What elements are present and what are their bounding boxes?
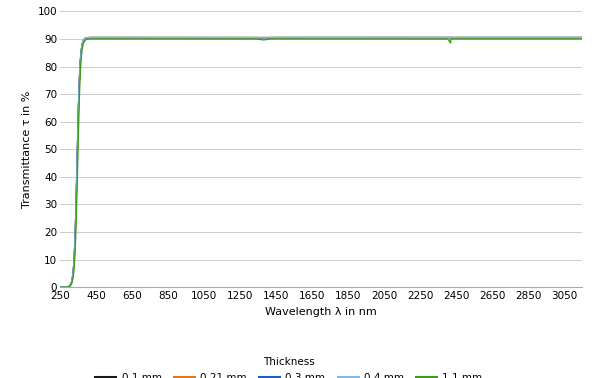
1.1 mm (512, 37, 519, 41)
0.21 mm (512, 35, 519, 40)
Line: 1.1 mm: 1.1 mm (60, 39, 582, 287)
1.1 mm (578, 37, 586, 41)
1.1 mm (56, 285, 64, 290)
0.4 mm (280, 35, 287, 40)
0.4 mm (147, 35, 154, 40)
0.4 mm (56, 285, 64, 290)
0.3 mm (56, 285, 64, 290)
0.21 mm (257, 36, 264, 40)
0.3 mm (578, 35, 586, 40)
0.1 mm (116, 35, 123, 40)
0.21 mm (568, 35, 575, 40)
0.21 mm (127, 35, 134, 40)
0.3 mm (280, 35, 287, 40)
0.3 mm (257, 36, 264, 40)
0.1 mm (147, 35, 154, 40)
0.3 mm (568, 35, 575, 40)
0.21 mm (116, 35, 123, 40)
0.4 mm (116, 35, 123, 40)
0.21 mm (56, 285, 64, 290)
0.3 mm (147, 35, 154, 40)
0.1 mm (578, 35, 586, 40)
0.1 mm (257, 35, 264, 40)
1.1 mm (257, 37, 264, 42)
Line: 0.4 mm: 0.4 mm (60, 37, 582, 287)
0.3 mm (512, 35, 519, 40)
1.1 mm (568, 37, 575, 41)
0.4 mm (257, 36, 264, 40)
0.1 mm (280, 35, 287, 40)
0.4 mm (578, 35, 586, 40)
0.3 mm (116, 35, 123, 40)
0.21 mm (280, 35, 287, 40)
0.4 mm (127, 35, 134, 40)
1.1 mm (116, 37, 123, 41)
0.21 mm (578, 35, 586, 40)
1.1 mm (280, 37, 287, 41)
1.1 mm (147, 37, 154, 41)
0.4 mm (512, 35, 519, 40)
0.3 mm (127, 35, 134, 40)
0.1 mm (127, 35, 134, 40)
0.1 mm (512, 35, 519, 40)
Line: 0.3 mm: 0.3 mm (60, 37, 582, 287)
Y-axis label: Transmittance τ in %: Transmittance τ in % (22, 91, 32, 208)
0.4 mm (568, 35, 575, 40)
0.1 mm (568, 35, 575, 40)
0.1 mm (56, 285, 64, 290)
Legend: 0.1 mm, 0.21 mm, 0.3 mm, 0.4 mm, 1.1 mm: 0.1 mm, 0.21 mm, 0.3 mm, 0.4 mm, 1.1 mm (91, 353, 487, 378)
Line: 0.21 mm: 0.21 mm (60, 37, 582, 287)
Line: 0.1 mm: 0.1 mm (60, 37, 582, 287)
X-axis label: Wavelength λ in nm: Wavelength λ in nm (265, 307, 377, 317)
0.21 mm (147, 35, 154, 40)
1.1 mm (127, 37, 134, 41)
